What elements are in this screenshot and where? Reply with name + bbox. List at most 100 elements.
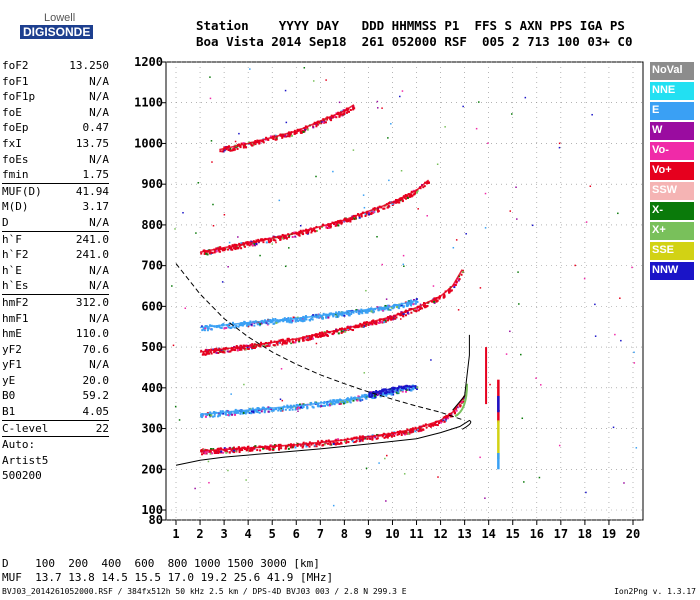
trace-point	[293, 231, 296, 234]
trace-point	[375, 390, 378, 393]
trace-point	[285, 237, 288, 240]
trace-point	[386, 308, 389, 311]
trace-point	[301, 446, 304, 449]
trace-point	[343, 111, 346, 114]
trace-point	[302, 405, 305, 408]
trace-point	[289, 406, 292, 409]
param-name: fxI	[2, 136, 22, 150]
noise-dot	[315, 342, 318, 345]
trace-point	[238, 324, 241, 327]
trace-point	[326, 402, 329, 405]
param-name: foEp	[2, 121, 29, 135]
trace-point	[223, 146, 226, 149]
trace-point	[374, 396, 377, 399]
param-value: 0.47	[82, 121, 110, 135]
trace-point	[442, 419, 445, 422]
trace-point	[447, 417, 450, 420]
trace-point	[245, 410, 248, 413]
trace-point	[303, 337, 306, 340]
trace-point	[247, 347, 250, 350]
trace-point	[396, 391, 399, 394]
trace-point	[351, 438, 354, 441]
trace-point	[384, 320, 387, 323]
noise-dot	[455, 239, 458, 241]
trace-point	[323, 443, 326, 446]
noise-dot	[484, 192, 487, 195]
trace-point	[335, 330, 338, 333]
trace-point	[382, 307, 385, 310]
param-name: yF1	[2, 358, 22, 372]
trace-point	[249, 320, 252, 323]
trace-point	[372, 310, 375, 313]
noise-dot	[574, 264, 576, 267]
trace-point	[358, 397, 361, 400]
trace-point	[328, 226, 331, 229]
trace-point	[213, 251, 216, 254]
noise-dot	[284, 265, 287, 268]
trace-point	[359, 399, 362, 402]
trace-point	[203, 451, 206, 454]
trace-point	[330, 119, 333, 122]
trace-point	[259, 323, 262, 326]
trace-point	[204, 353, 207, 356]
trace-point	[247, 243, 250, 246]
trace-point	[338, 115, 341, 118]
trace-point	[307, 339, 310, 342]
trace-point	[206, 329, 209, 332]
trace-point	[347, 219, 350, 222]
trace-point	[386, 393, 389, 396]
trace-point	[215, 347, 218, 350]
separator	[2, 230, 109, 232]
trace-point	[242, 344, 245, 347]
trace-point	[416, 386, 419, 389]
trace-point	[270, 239, 273, 242]
noise-dot	[479, 287, 482, 289]
trace-point	[436, 424, 439, 427]
trace-point	[247, 322, 250, 325]
trace-point	[285, 320, 288, 323]
noise-dot	[381, 263, 383, 266]
trace-point	[238, 347, 241, 350]
trace-point	[299, 130, 302, 133]
trace-point	[406, 428, 409, 431]
noise-dot	[365, 289, 367, 292]
trace-point	[239, 412, 242, 415]
trace-point	[342, 402, 345, 405]
trace-point	[231, 244, 234, 247]
trace-point	[310, 231, 313, 234]
trace-point	[278, 341, 281, 344]
trace-point	[332, 402, 335, 405]
trace-point	[272, 409, 275, 412]
trace-point	[337, 221, 340, 224]
noise-dot	[399, 95, 401, 98]
noise-dot	[208, 481, 210, 484]
trace-point	[300, 319, 303, 322]
trace-point	[358, 214, 361, 217]
param-value: N/A	[89, 358, 109, 372]
trace-point	[332, 399, 335, 402]
trace-point	[292, 316, 295, 319]
trace-point	[455, 409, 458, 412]
trace-point	[379, 395, 382, 398]
trace-point	[256, 323, 259, 326]
trace-point	[277, 443, 280, 446]
trace-point	[433, 422, 436, 425]
trace-point	[253, 324, 256, 327]
trace-point	[329, 226, 332, 229]
param-value: 3.17	[82, 200, 110, 214]
param-value: 59.2	[82, 389, 110, 403]
trace-point	[301, 129, 304, 132]
trace-point	[221, 150, 224, 153]
trace-point	[227, 412, 230, 415]
param-name: foF2	[2, 59, 29, 72]
trace-point	[237, 349, 240, 352]
trace-point	[355, 309, 358, 312]
trace-point	[318, 335, 321, 338]
trace-point	[322, 333, 325, 336]
trace-point	[351, 218, 354, 221]
trace-point	[252, 345, 255, 348]
trace-point	[341, 312, 344, 315]
trace-point	[242, 411, 245, 414]
trace-point	[385, 394, 388, 397]
